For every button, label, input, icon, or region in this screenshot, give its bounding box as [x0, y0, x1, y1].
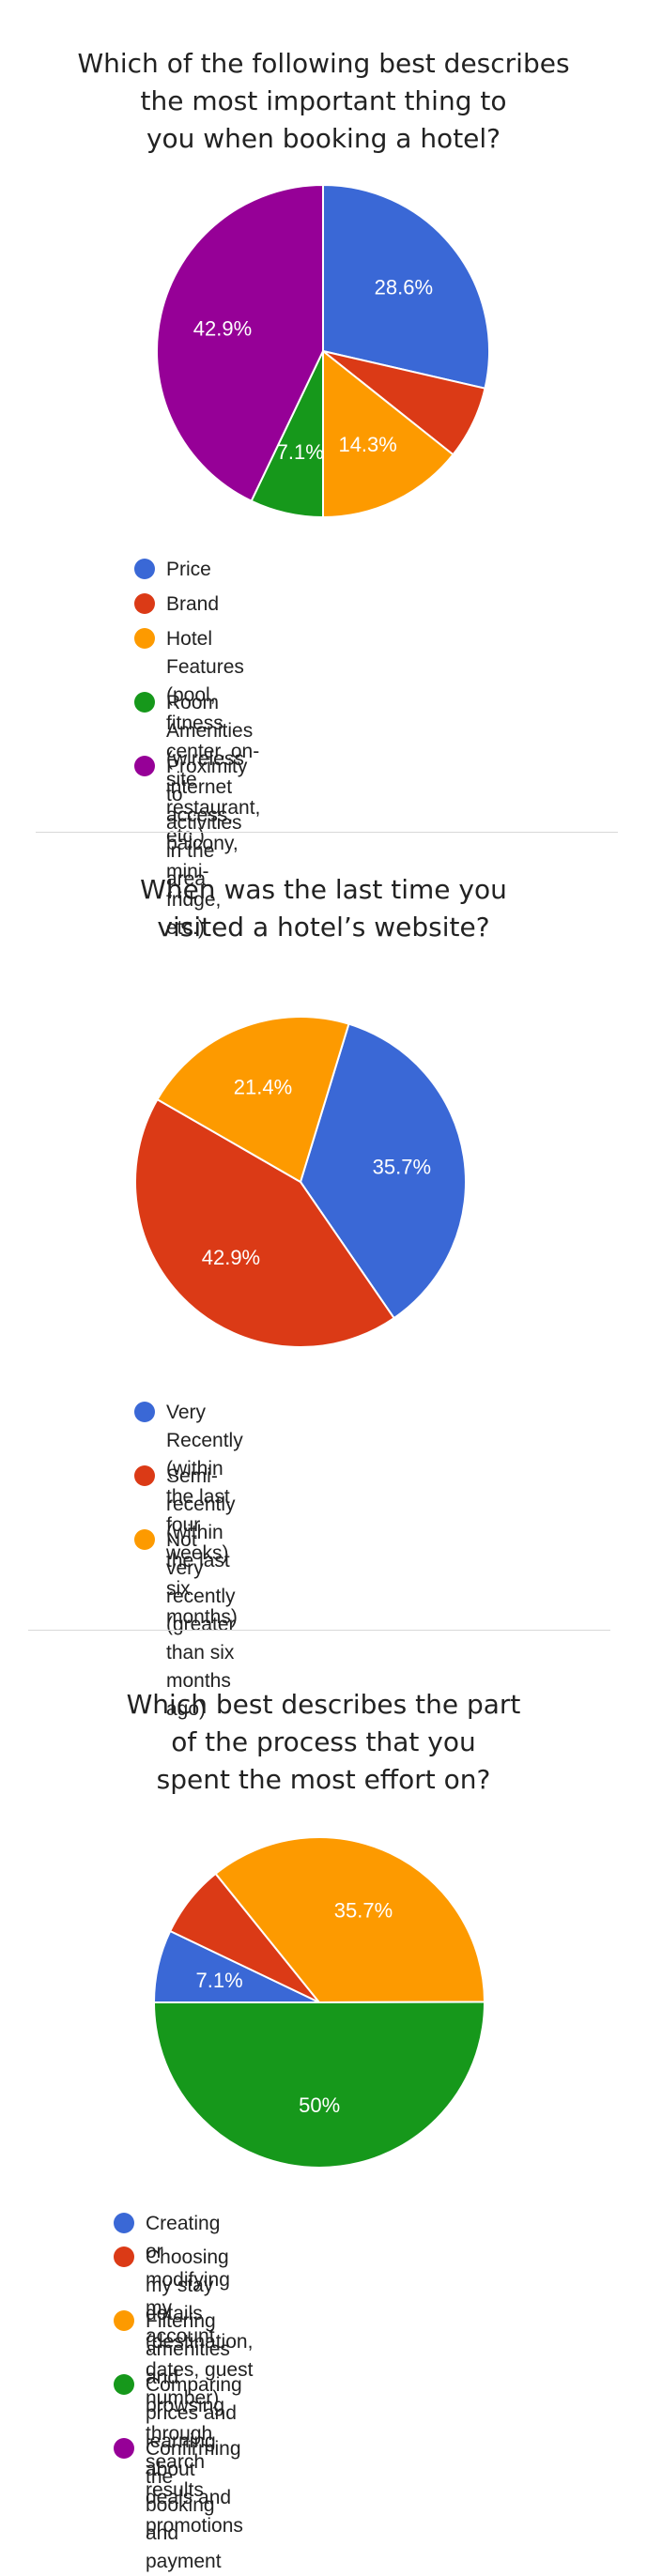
divider-2	[28, 1630, 610, 1631]
chart-1-slice-3	[322, 348, 454, 519]
chart-3-slice-label-4: 50%	[299, 2093, 340, 2117]
legend-label: Room Amenities (wireless internet access…	[166, 692, 254, 939]
chart-1-legend-item: Hotel Features (pool, fitness center, on…	[134, 625, 260, 851]
chart-1-slice-label-1: 28.6%	[375, 276, 433, 299]
legend-label: Semi-recently (within the last six month…	[166, 1465, 238, 1628]
legend-swatch	[134, 756, 155, 776]
chart-1-legend-item: Price	[134, 556, 211, 584]
legend-swatch	[134, 593, 155, 614]
legend-label: Choosing my stay details (destination, d…	[146, 2246, 254, 2409]
legend-swatch	[134, 559, 155, 579]
chart-2-legend-item: Very Recently (within the last four week…	[134, 1399, 243, 1568]
chart-2-pie: 35.7% 42.9% 21.4%	[134, 1016, 467, 1348]
legend-label: Filtering amenities and browsing through…	[146, 2310, 230, 2501]
chart-3-legend-item: Filtering amenities and browsing through…	[114, 2308, 230, 2505]
chart-2-slice-3	[156, 1016, 350, 1184]
legend-swatch	[134, 1529, 155, 1550]
chart-2-title: When was the last time you visited a hot…	[140, 874, 507, 943]
chart-1-slice-label-5: 42.9%	[193, 317, 252, 341]
chart-3-slice-4	[152, 2001, 485, 2169]
chart-2-slice-1	[299, 1022, 467, 1320]
chart-3-slice-label-1: 7.1%	[196, 1969, 243, 1992]
chart-1-title: Which of the following best describes th…	[77, 48, 570, 154]
chart-3-legend-item: Confirming the booking and payment	[114, 2435, 241, 2576]
chart-3-legend-item: Creating or modifying my account	[114, 2210, 230, 2351]
chart-1-slice-1	[322, 183, 490, 390]
legend-label: Hotel Features (pool, fitness center, on…	[166, 628, 261, 847]
legend-label: Creating or modifying my account	[146, 2213, 230, 2347]
chart-3-slice-3	[214, 1836, 486, 2004]
legend-swatch	[114, 2246, 134, 2267]
legend-swatch	[134, 692, 155, 713]
chart-1-slice-label-4: 7.1%	[277, 440, 324, 464]
chart-1-legend-item: Brand	[134, 590, 219, 619]
chart-2-slice-label-1: 35.7%	[373, 1155, 431, 1178]
chart-2-slice-2	[134, 1097, 396, 1348]
legend-swatch	[134, 628, 155, 649]
legend-label: Confirming the booking and payment	[146, 2438, 241, 2572]
legend-swatch	[114, 2374, 134, 2395]
chart-2-slice-label-3: 21.4%	[234, 1075, 292, 1098]
legend-label: Brand	[166, 593, 220, 615]
legend-label: Not very recently (greater than six mont…	[166, 1529, 236, 1720]
legend-label: Very Recently (within the last four week…	[166, 1402, 243, 1564]
divider-1	[36, 832, 618, 833]
chart-1-pie: 28.6% 14.3% 7.1% 42.9%	[156, 183, 490, 519]
chart-3-slice-label-3: 35.7%	[334, 1899, 393, 1923]
chart-1-slice-5	[156, 183, 324, 503]
chart-2-legend-item: Not very recently (greater than six mont…	[134, 1526, 236, 1724]
legend-swatch	[114, 2438, 134, 2459]
chart-2-slice-label-2: 42.9%	[202, 1246, 260, 1269]
legend-label: Proximity to activities in the area	[166, 756, 248, 890]
chart-3-legend-item: Comparing prices and learning about deal…	[114, 2371, 243, 2540]
chart-2-legend-item: Semi-recently (within the last six month…	[134, 1463, 238, 1632]
legend-swatch	[114, 2213, 134, 2233]
chart-1-slice-label-3: 14.3%	[338, 433, 396, 456]
chart-3-pie: 7.1% 35.7% 50%	[152, 1836, 486, 2169]
legend-swatch	[134, 1465, 155, 1486]
chart-1-legend-item: Room Amenities (wireless internet access…	[134, 689, 253, 943]
chart-3-legend-item: Choosing my stay details (destination, d…	[114, 2244, 253, 2413]
legend-label: Price	[166, 559, 211, 580]
chart-1-legend-item: Proximity to activities in the area	[134, 753, 247, 894]
chart-3-title: Which best describes the part of the pro…	[126, 1689, 521, 1795]
legend-swatch	[114, 2310, 134, 2331]
legend-swatch	[134, 1402, 155, 1422]
